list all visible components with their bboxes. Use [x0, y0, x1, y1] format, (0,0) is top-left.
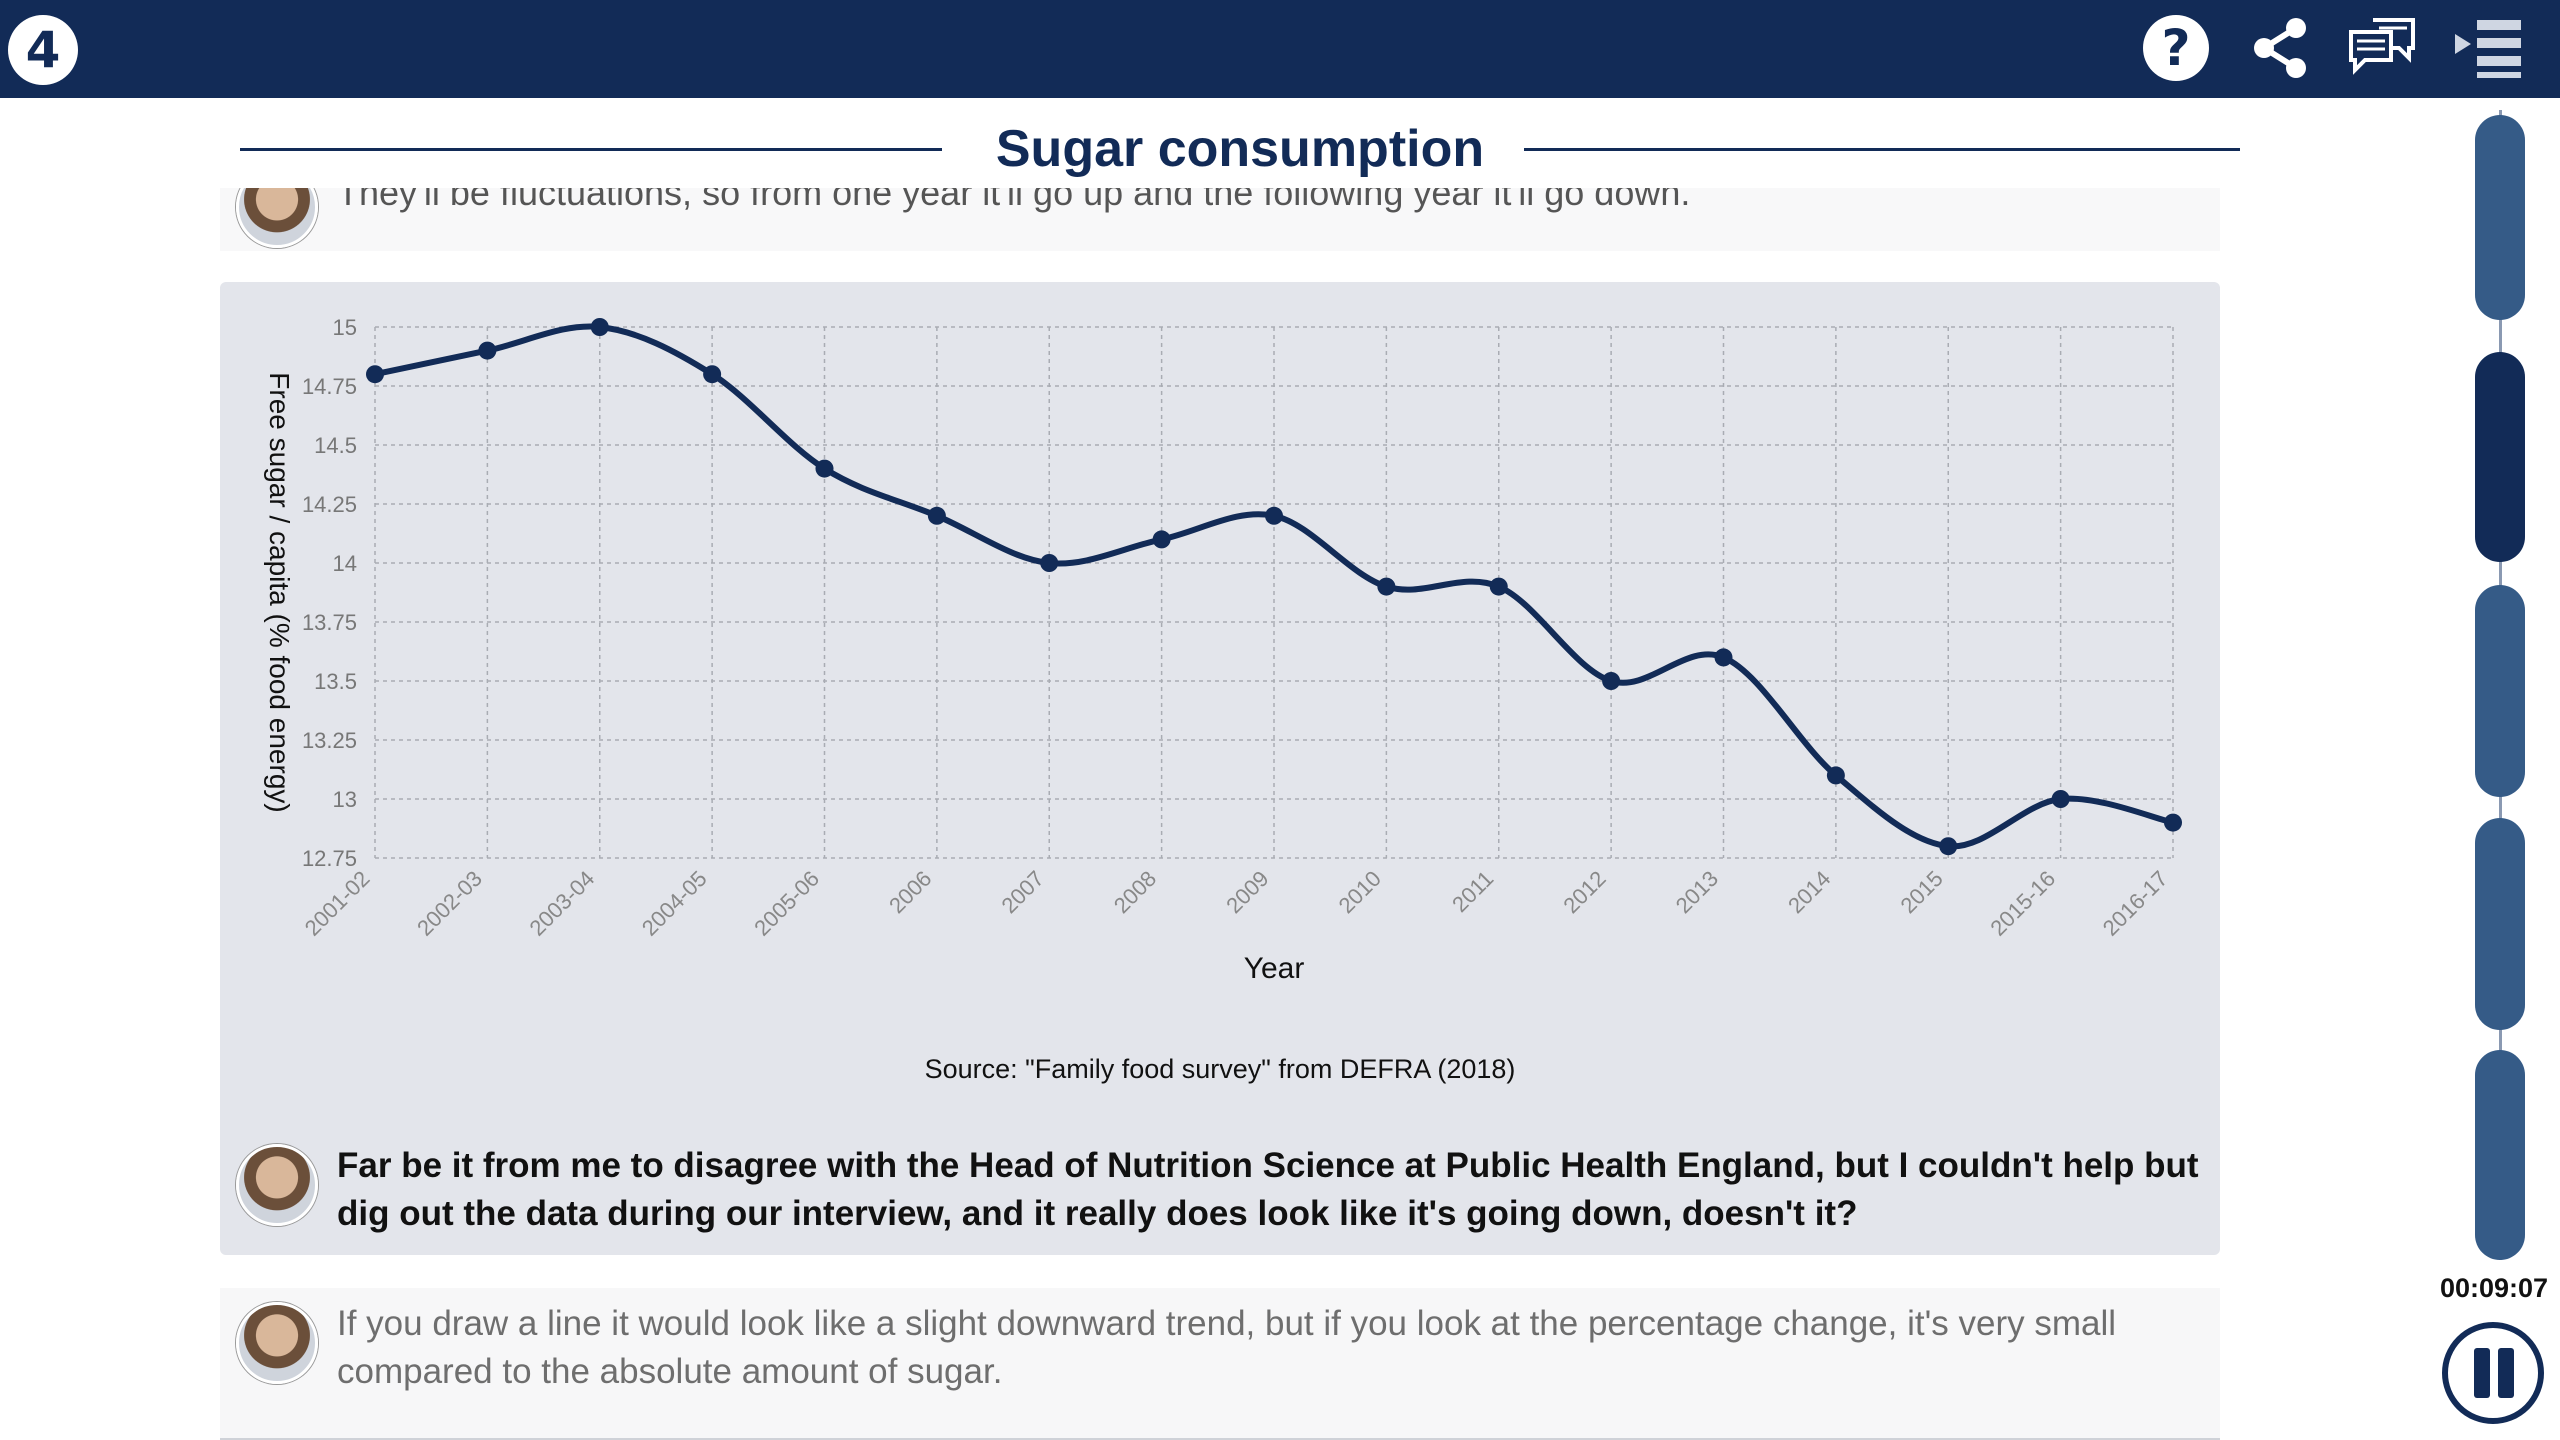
x-axis-label: Year: [1244, 952, 1305, 985]
timeline-segment[interactable]: [2475, 585, 2525, 797]
next-message-text: If you draw a line it would look like a …: [337, 1304, 2117, 1391]
line-chart: 1514.7514.514.251413.7513.513.251312.752…: [264, 315, 2182, 985]
title-divider-right: [1498, 148, 2240, 151]
previous-message: They'll be fluctuations, so from one yea…: [220, 188, 2220, 251]
previous-message-text: They'll be fluctuations, so from one yea…: [337, 188, 1691, 213]
x-tick-label: 2007: [996, 866, 1048, 918]
avatar: [236, 188, 318, 248]
transcript-icon[interactable]: [2346, 12, 2418, 84]
title-divider-left: [240, 148, 942, 151]
x-tick-label: 2010: [1334, 866, 1386, 918]
timeline: [2470, 110, 2530, 1260]
y-tick-label: 15: [333, 315, 357, 340]
pause-button[interactable]: [2442, 1322, 2544, 1424]
avatar: [236, 1144, 318, 1226]
y-tick-label: 14.75: [302, 374, 357, 399]
x-tick-label: 2001-02: [300, 866, 375, 941]
help-icon[interactable]: ?: [2140, 12, 2212, 84]
chart-source: Source: "Family food survey" from DEFRA …: [924, 1054, 1516, 1084]
data-point: [366, 365, 384, 384]
timeline-segment[interactable]: [2475, 818, 2525, 1030]
y-tick-label: 13.75: [302, 610, 357, 635]
x-tick-label: 2009: [1221, 866, 1273, 918]
data-point: [703, 365, 722, 384]
data-point: [1826, 766, 1845, 785]
y-tick-label: 13.25: [302, 728, 357, 753]
x-tick-label: 2008: [1109, 866, 1161, 918]
chart-card: 15 14.75 14.5 14.25 14 13.75 13.5 13.25 13 12.75 2…: [220, 282, 2220, 1255]
data-point: [1602, 672, 1621, 690]
data-point: [478, 341, 497, 360]
y-tick-label: 13.5: [314, 669, 357, 694]
x-tick-label: 2002-03: [412, 866, 487, 941]
x-tick-label: 2013: [1671, 866, 1723, 918]
x-tick-label: 2015: [1895, 866, 1947, 918]
help-glyph: ?: [2143, 15, 2209, 81]
y-axis-label: Free sugar / capita (% food energy): [264, 372, 295, 812]
menu-icon[interactable]: [2452, 12, 2524, 84]
timeline-segment[interactable]: [2475, 115, 2525, 320]
x-tick-label: 2006: [884, 866, 936, 918]
avatar: [236, 1302, 318, 1384]
y-tick-label: 12.75: [302, 846, 357, 871]
logo: 4: [8, 15, 78, 85]
data-point: [1265, 506, 1283, 525]
y-tick-label: 14.5: [314, 433, 357, 458]
data-point: [1377, 577, 1396, 596]
pause-icon: [2498, 1348, 2514, 1398]
data-point: [2051, 790, 2070, 808]
current-message-text: Far be it from me to disagree with the H…: [337, 1146, 2199, 1233]
timeline-segment-active[interactable]: [2475, 352, 2525, 562]
data-point: [1152, 530, 1171, 549]
data-point: [927, 506, 946, 525]
data-point: [1040, 554, 1059, 572]
x-tick-label: 2014: [1783, 866, 1835, 918]
next-message: If you draw a line it would look like a …: [220, 1288, 2220, 1440]
x-tick-label: 2005-06: [749, 866, 824, 941]
y-tick-label: 14: [333, 551, 357, 576]
y-tick-label: 14.25: [302, 492, 357, 517]
data-point: [1714, 648, 1733, 667]
x-tick-label: 2003-04: [525, 866, 600, 941]
page-title: Sugar consumption: [955, 120, 1525, 178]
data-point: [815, 459, 834, 478]
data-point: [590, 318, 609, 336]
playback-time: 00:09:07: [2439, 1273, 2549, 1303]
x-tick-label: 2016-17: [2098, 866, 2173, 941]
pause-icon: [2474, 1348, 2490, 1398]
data-point: [2164, 813, 2182, 832]
title-bar: Sugar consumption: [240, 115, 2240, 183]
share-icon[interactable]: [2244, 12, 2316, 84]
timeline-segment[interactable]: [2475, 1050, 2525, 1260]
data-point: [1939, 837, 1958, 856]
x-tick-label: 2015-16: [1985, 866, 2060, 941]
y-tick-label: 13: [333, 787, 357, 812]
top-bar: 4 ?: [0, 0, 2560, 98]
data-point: [1489, 577, 1508, 596]
x-tick-label: 2012: [1558, 866, 1610, 918]
x-tick-label: 2011: [1447, 866, 1498, 917]
series-line: [374, 323, 2174, 850]
x-tick-label: 2004-05: [637, 866, 712, 941]
